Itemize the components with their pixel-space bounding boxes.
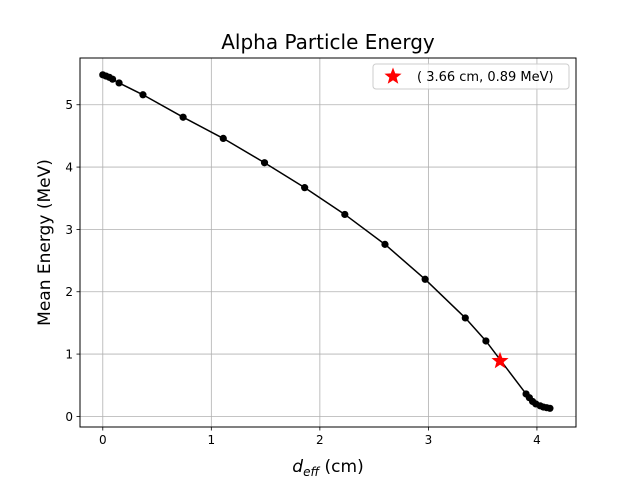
data-point — [115, 79, 123, 87]
data-point — [301, 184, 309, 192]
data-point — [461, 314, 469, 322]
y-tick-label: 5 — [65, 98, 73, 112]
y-tick-label: 3 — [65, 223, 73, 237]
x-axis-unit: (cm) — [319, 457, 364, 477]
data-point — [381, 240, 389, 248]
data-point — [546, 404, 554, 412]
ticks: 0 1 2 3 4 0 1 2 3 4 5 — [65, 98, 540, 447]
legend-star-marker — [384, 67, 402, 84]
data-point — [179, 113, 187, 121]
data-point — [219, 134, 227, 143]
data-point — [108, 75, 117, 83]
x-axis-title: deff (cm) — [292, 457, 363, 479]
chart-title: Alpha Particle Energy — [221, 30, 435, 54]
data-point — [421, 275, 429, 283]
y-tick-label: 0 — [65, 410, 73, 424]
x-tick-label: 2 — [316, 433, 324, 447]
data-point — [260, 159, 269, 167]
plot-area: 0 1 2 3 4 0 1 2 3 4 5 — [65, 57, 577, 447]
legend: ( 3.66 cm, 0.89 MeV) — [372, 63, 570, 90]
data-point — [341, 210, 349, 219]
y-tick-label: 2 — [65, 285, 73, 299]
series-line — [102, 74, 551, 410]
data-layer — [99, 71, 554, 412]
y-tick-label: 1 — [65, 348, 73, 362]
x-tick-label: 4 — [533, 433, 541, 447]
plot-frame — [79, 57, 577, 428]
x-tick-label: 1 — [208, 433, 216, 447]
x-axis-symbol: d — [292, 457, 303, 477]
highlight-star-marker — [491, 351, 509, 369]
data-point — [482, 337, 490, 345]
legend-label: ( 3.66 cm, 0.89 MeV) — [417, 70, 554, 85]
legend-box — [372, 63, 570, 90]
x-tick-label: 3 — [425, 433, 433, 447]
grid — [80, 58, 576, 427]
x-axis-subscript: eff — [303, 465, 320, 479]
y-axis-title: Mean Energy (MeV) — [35, 159, 55, 326]
y-tick-label: 4 — [65, 161, 73, 175]
x-tick-label: 0 — [99, 433, 107, 447]
data-point — [139, 91, 147, 99]
